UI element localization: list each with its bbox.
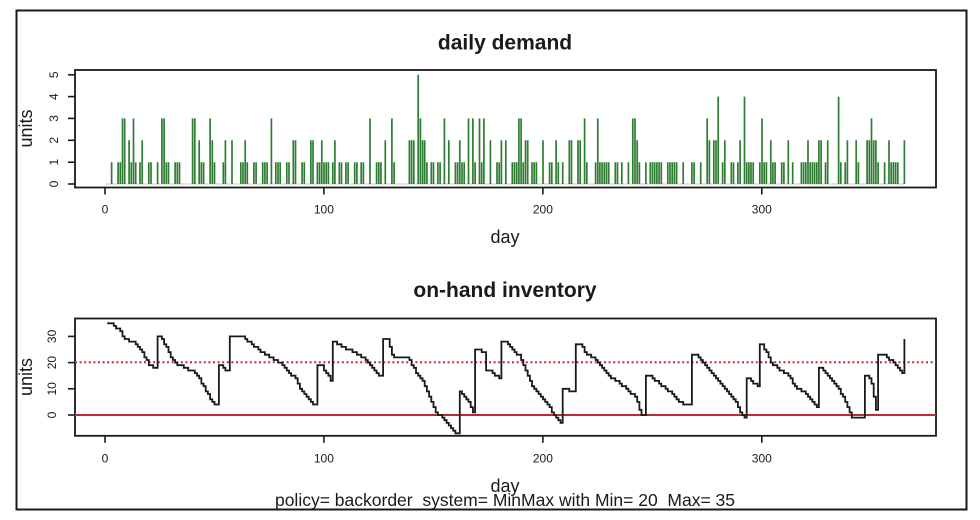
svg-text:300: 300	[752, 203, 772, 217]
svg-text:3: 3	[47, 115, 61, 122]
svg-text:300: 300	[752, 452, 772, 466]
svg-text:day: day	[490, 476, 519, 496]
svg-text:units: units	[16, 358, 36, 396]
svg-text:units: units	[16, 109, 36, 147]
svg-text:daily demand: daily demand	[438, 32, 572, 55]
svg-text:4: 4	[47, 93, 61, 100]
svg-text:1: 1	[47, 159, 61, 166]
svg-text:0: 0	[47, 180, 61, 187]
svg-text:2: 2	[47, 137, 61, 144]
svg-text:on-hand inventory: on-hand inventory	[413, 279, 596, 302]
svg-text:10: 10	[45, 382, 59, 396]
svg-text:100: 100	[314, 452, 334, 466]
svg-text:200: 200	[533, 203, 553, 217]
svg-text:30: 30	[45, 329, 59, 343]
svg-text:0: 0	[102, 452, 109, 466]
svg-text:0: 0	[45, 411, 59, 418]
svg-text:200: 200	[533, 452, 553, 466]
svg-text:policy= backorder system= Min: policy= backorder system= MinMax with Mi…	[275, 490, 735, 510]
svg-text:100: 100	[314, 203, 334, 217]
svg-text:0: 0	[102, 203, 109, 217]
svg-text:5: 5	[47, 71, 61, 78]
svg-text:day: day	[490, 227, 519, 247]
svg-text:20: 20	[45, 356, 59, 370]
